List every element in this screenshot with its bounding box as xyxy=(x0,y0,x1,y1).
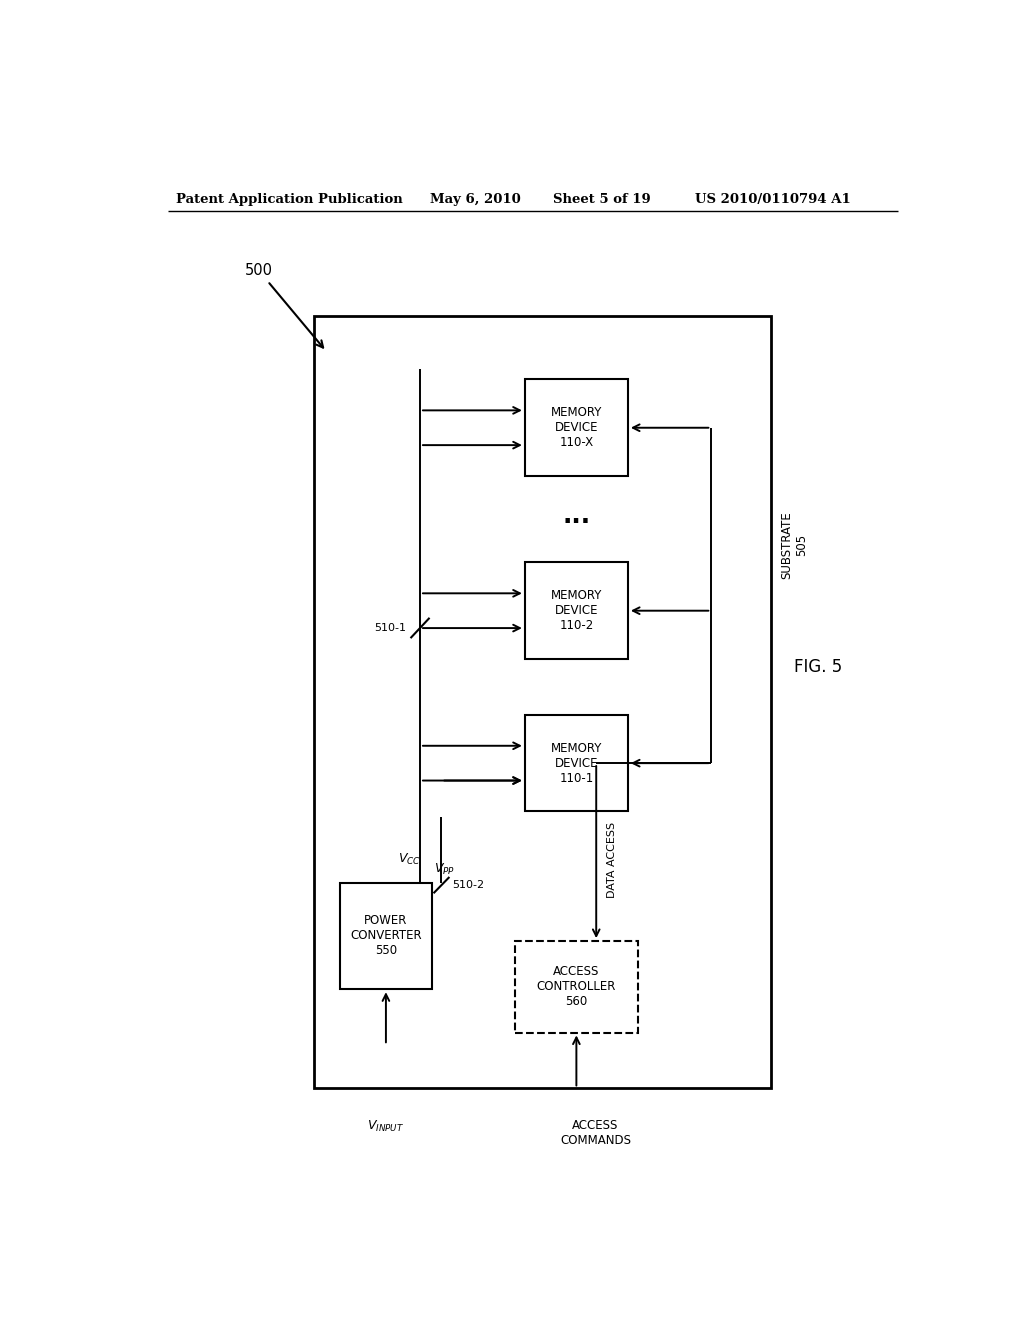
Text: Patent Application Publication: Patent Application Publication xyxy=(176,193,402,206)
Text: 500: 500 xyxy=(245,263,324,347)
Text: ACCESS
CONTROLLER
560: ACCESS CONTROLLER 560 xyxy=(537,965,616,1008)
Text: 510-1: 510-1 xyxy=(374,623,406,634)
Text: DATA ACCESS: DATA ACCESS xyxy=(606,821,616,898)
Bar xyxy=(314,315,771,1089)
Text: MEMORY
DEVICE
110-2: MEMORY DEVICE 110-2 xyxy=(551,589,602,632)
Text: $V_{PP}$: $V_{PP}$ xyxy=(433,862,455,876)
Bar xyxy=(340,883,431,989)
Text: ...: ... xyxy=(562,504,591,528)
Text: Sheet 5 of 19: Sheet 5 of 19 xyxy=(553,193,650,206)
Text: POWER
CONVERTER
550: POWER CONVERTER 550 xyxy=(350,915,422,957)
Text: $V_{CC}$: $V_{CC}$ xyxy=(398,851,421,867)
Bar xyxy=(524,562,628,659)
Bar xyxy=(524,379,628,477)
Text: ACCESS
COMMANDS: ACCESS COMMANDS xyxy=(560,1119,631,1147)
Bar xyxy=(524,715,628,812)
Text: FIG. 5: FIG. 5 xyxy=(795,657,843,676)
Text: MEMORY
DEVICE
110-X: MEMORY DEVICE 110-X xyxy=(551,407,602,449)
Text: US 2010/0110794 A1: US 2010/0110794 A1 xyxy=(695,193,851,206)
Text: MEMORY
DEVICE
110-1: MEMORY DEVICE 110-1 xyxy=(551,742,602,784)
Bar xyxy=(515,941,638,1032)
Text: 510-2: 510-2 xyxy=(452,880,484,890)
Text: $V_{INPUT}$: $V_{INPUT}$ xyxy=(368,1119,404,1134)
Text: SUBSTRATE
505: SUBSTRATE 505 xyxy=(780,511,809,578)
Text: May 6, 2010: May 6, 2010 xyxy=(430,193,520,206)
